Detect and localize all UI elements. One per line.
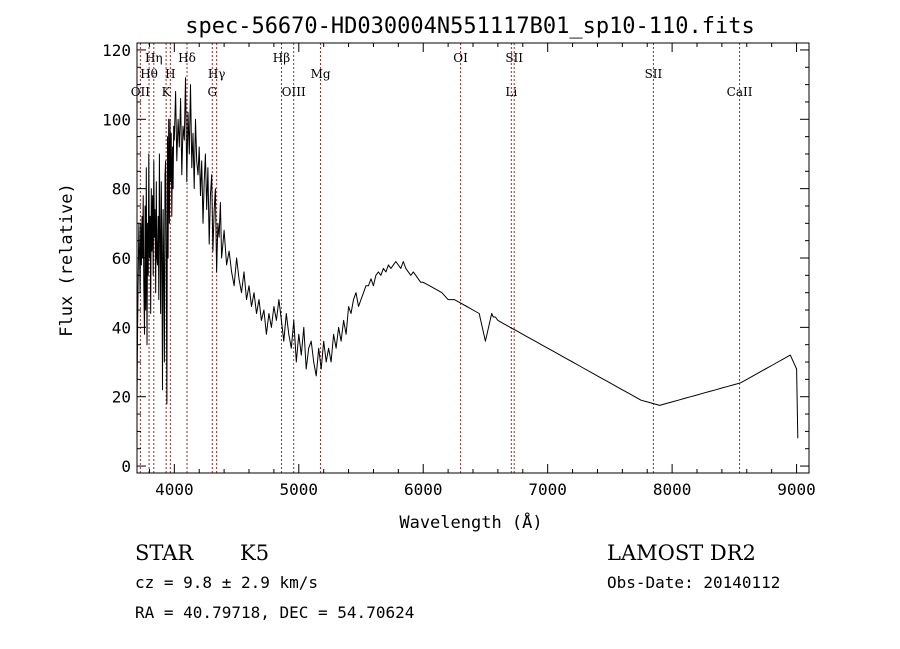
marker-label-14: SII <box>645 67 663 81</box>
marker-label-13: Li <box>505 85 517 99</box>
y-axis-label: Flux (relative) <box>57 183 77 337</box>
y-tick-label-6: 120 <box>102 41 131 60</box>
x-tick-label-4: 8000 <box>653 480 692 499</box>
x-tick-label-5: 9000 <box>777 480 816 499</box>
marker-label-0: OII <box>131 85 151 99</box>
y-tick-label-5: 100 <box>102 110 131 129</box>
marker-label-4: K <box>162 85 172 99</box>
marker-label-6: Hγ <box>208 67 226 81</box>
spectrum-series <box>136 77 799 439</box>
y-tick-label-2: 40 <box>112 318 131 337</box>
y-tick-label-0: 0 <box>121 457 131 476</box>
marker-label-2: Hη <box>145 51 163 65</box>
x-axis-label: Wavelength (Å) <box>399 511 542 533</box>
marker-label-1: Hθ <box>140 67 158 81</box>
marker-label-9: OIII <box>282 85 306 99</box>
y-tick-label-1: 20 <box>112 388 131 407</box>
marker-label-3: H <box>165 67 175 81</box>
plot-frame <box>136 42 810 474</box>
y-tick-label-4: 80 <box>112 180 131 199</box>
marker-label-15: CaII <box>727 85 753 99</box>
y-tick-label-3: 60 <box>112 249 131 268</box>
marker-label-8: Hβ <box>273 51 290 65</box>
x-tick-label-3: 7000 <box>528 480 567 499</box>
spectrum-line-0 <box>136 77 799 439</box>
x-tick-label-1: 5000 <box>280 480 319 499</box>
x-tick-label-0: 4000 <box>155 480 194 499</box>
marker-label-10: Mg <box>311 67 331 81</box>
object-class: STAR <box>135 541 194 565</box>
marker-label-11: OI <box>453 51 468 65</box>
chart-title: spec-56670-HD030004N551117B01_sp10-110.f… <box>185 14 755 39</box>
redshift-value: cz = 9.8 ± 2.9 km/s <box>135 573 318 592</box>
object-subclass: K5 <box>240 541 269 565</box>
marker-label-12: SII <box>505 51 523 65</box>
x-tick-label-2: 6000 <box>404 480 443 499</box>
marker-label-7: G <box>207 85 217 99</box>
axes: 4000 5000 6000 7000 8000 9000 0 20 40 60 80 100 120 <box>102 41 816 499</box>
observation-date: Obs-Date: 20140112 <box>607 573 780 592</box>
coordinates: RA = 40.79718, DEC = 54.70624 <box>135 603 414 622</box>
survey-name: LAMOST DR2 <box>607 541 756 565</box>
marker-label-5: Hδ <box>178 51 196 65</box>
